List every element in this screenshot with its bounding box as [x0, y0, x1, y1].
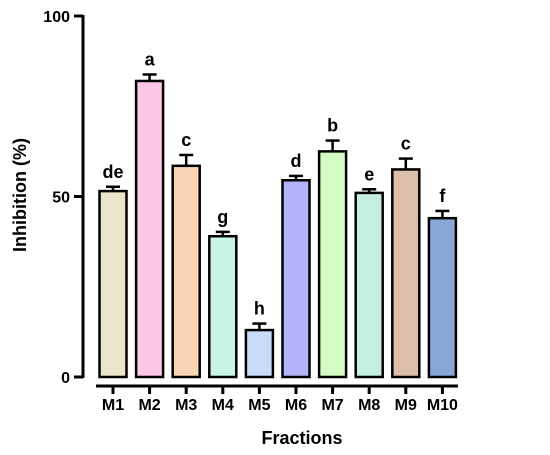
y-tick-label: 50	[52, 190, 70, 207]
x-tick-label-m2: M2	[138, 397, 160, 414]
significance-label-m9: c	[401, 134, 411, 154]
bars	[98, 79, 458, 379]
bar-m7	[317, 150, 348, 379]
bar-m10	[427, 216, 458, 379]
significance-label-m6: d	[291, 151, 302, 171]
x-tick-label-m7: M7	[321, 397, 343, 414]
significance-label-m1: de	[102, 162, 123, 182]
significance-label-m2: a	[145, 49, 156, 69]
y-axis: 0 50 100	[43, 9, 85, 387]
y-axis-title: Inhibition (%)	[10, 138, 30, 252]
bar-m6	[281, 179, 311, 379]
x-tick-labels: M1 M2 M3 M4 M5 M6 M7 M8 M9 M10	[102, 386, 458, 414]
x-tick-label-m10: M10	[427, 397, 458, 414]
bar-m1	[98, 189, 128, 379]
error-bar-m4	[215, 230, 230, 237]
bar-m9	[391, 168, 421, 379]
error-bar-m2	[142, 73, 157, 81]
significance-label-m7: b	[327, 116, 338, 136]
significance-label-m10: f	[439, 186, 446, 206]
error-bar-m3	[179, 153, 194, 166]
x-axis-title: Fractions	[261, 428, 342, 448]
bar-m8	[354, 191, 384, 379]
error-bar-m7	[325, 139, 340, 152]
significance-label-m5: h	[254, 299, 265, 319]
significance-label-m4: g	[217, 207, 228, 227]
error-bar-m10	[435, 209, 450, 219]
significance-label-m8: e	[364, 164, 374, 184]
bar-m2	[134, 79, 165, 379]
bar-m4	[208, 234, 238, 379]
x-tick-label-m8: M8	[358, 397, 380, 414]
x-tick-label-m1: M1	[102, 397, 124, 414]
error-bars	[106, 73, 450, 331]
error-bar-m9	[398, 157, 413, 170]
x-tick-label-m3: M3	[175, 397, 197, 414]
significance-label-m3: c	[181, 130, 191, 150]
significance-labels: de a c g h d b e c f	[102, 49, 446, 318]
bar-m3	[171, 164, 201, 379]
error-bar-m5	[252, 322, 267, 331]
error-bar-m8	[362, 188, 377, 193]
error-bar-m6	[289, 174, 303, 181]
x-tick-label-m5: M5	[248, 397, 270, 414]
error-bar-m1	[106, 185, 120, 192]
x-tick-label-m9: M9	[395, 397, 417, 414]
y-tick-label: 0	[61, 370, 70, 387]
y-tick-label: 100	[43, 9, 70, 26]
x-tick-label-m6: M6	[285, 397, 307, 414]
x-tick-label-m4: M4	[212, 397, 234, 414]
bar-m5	[244, 328, 275, 379]
